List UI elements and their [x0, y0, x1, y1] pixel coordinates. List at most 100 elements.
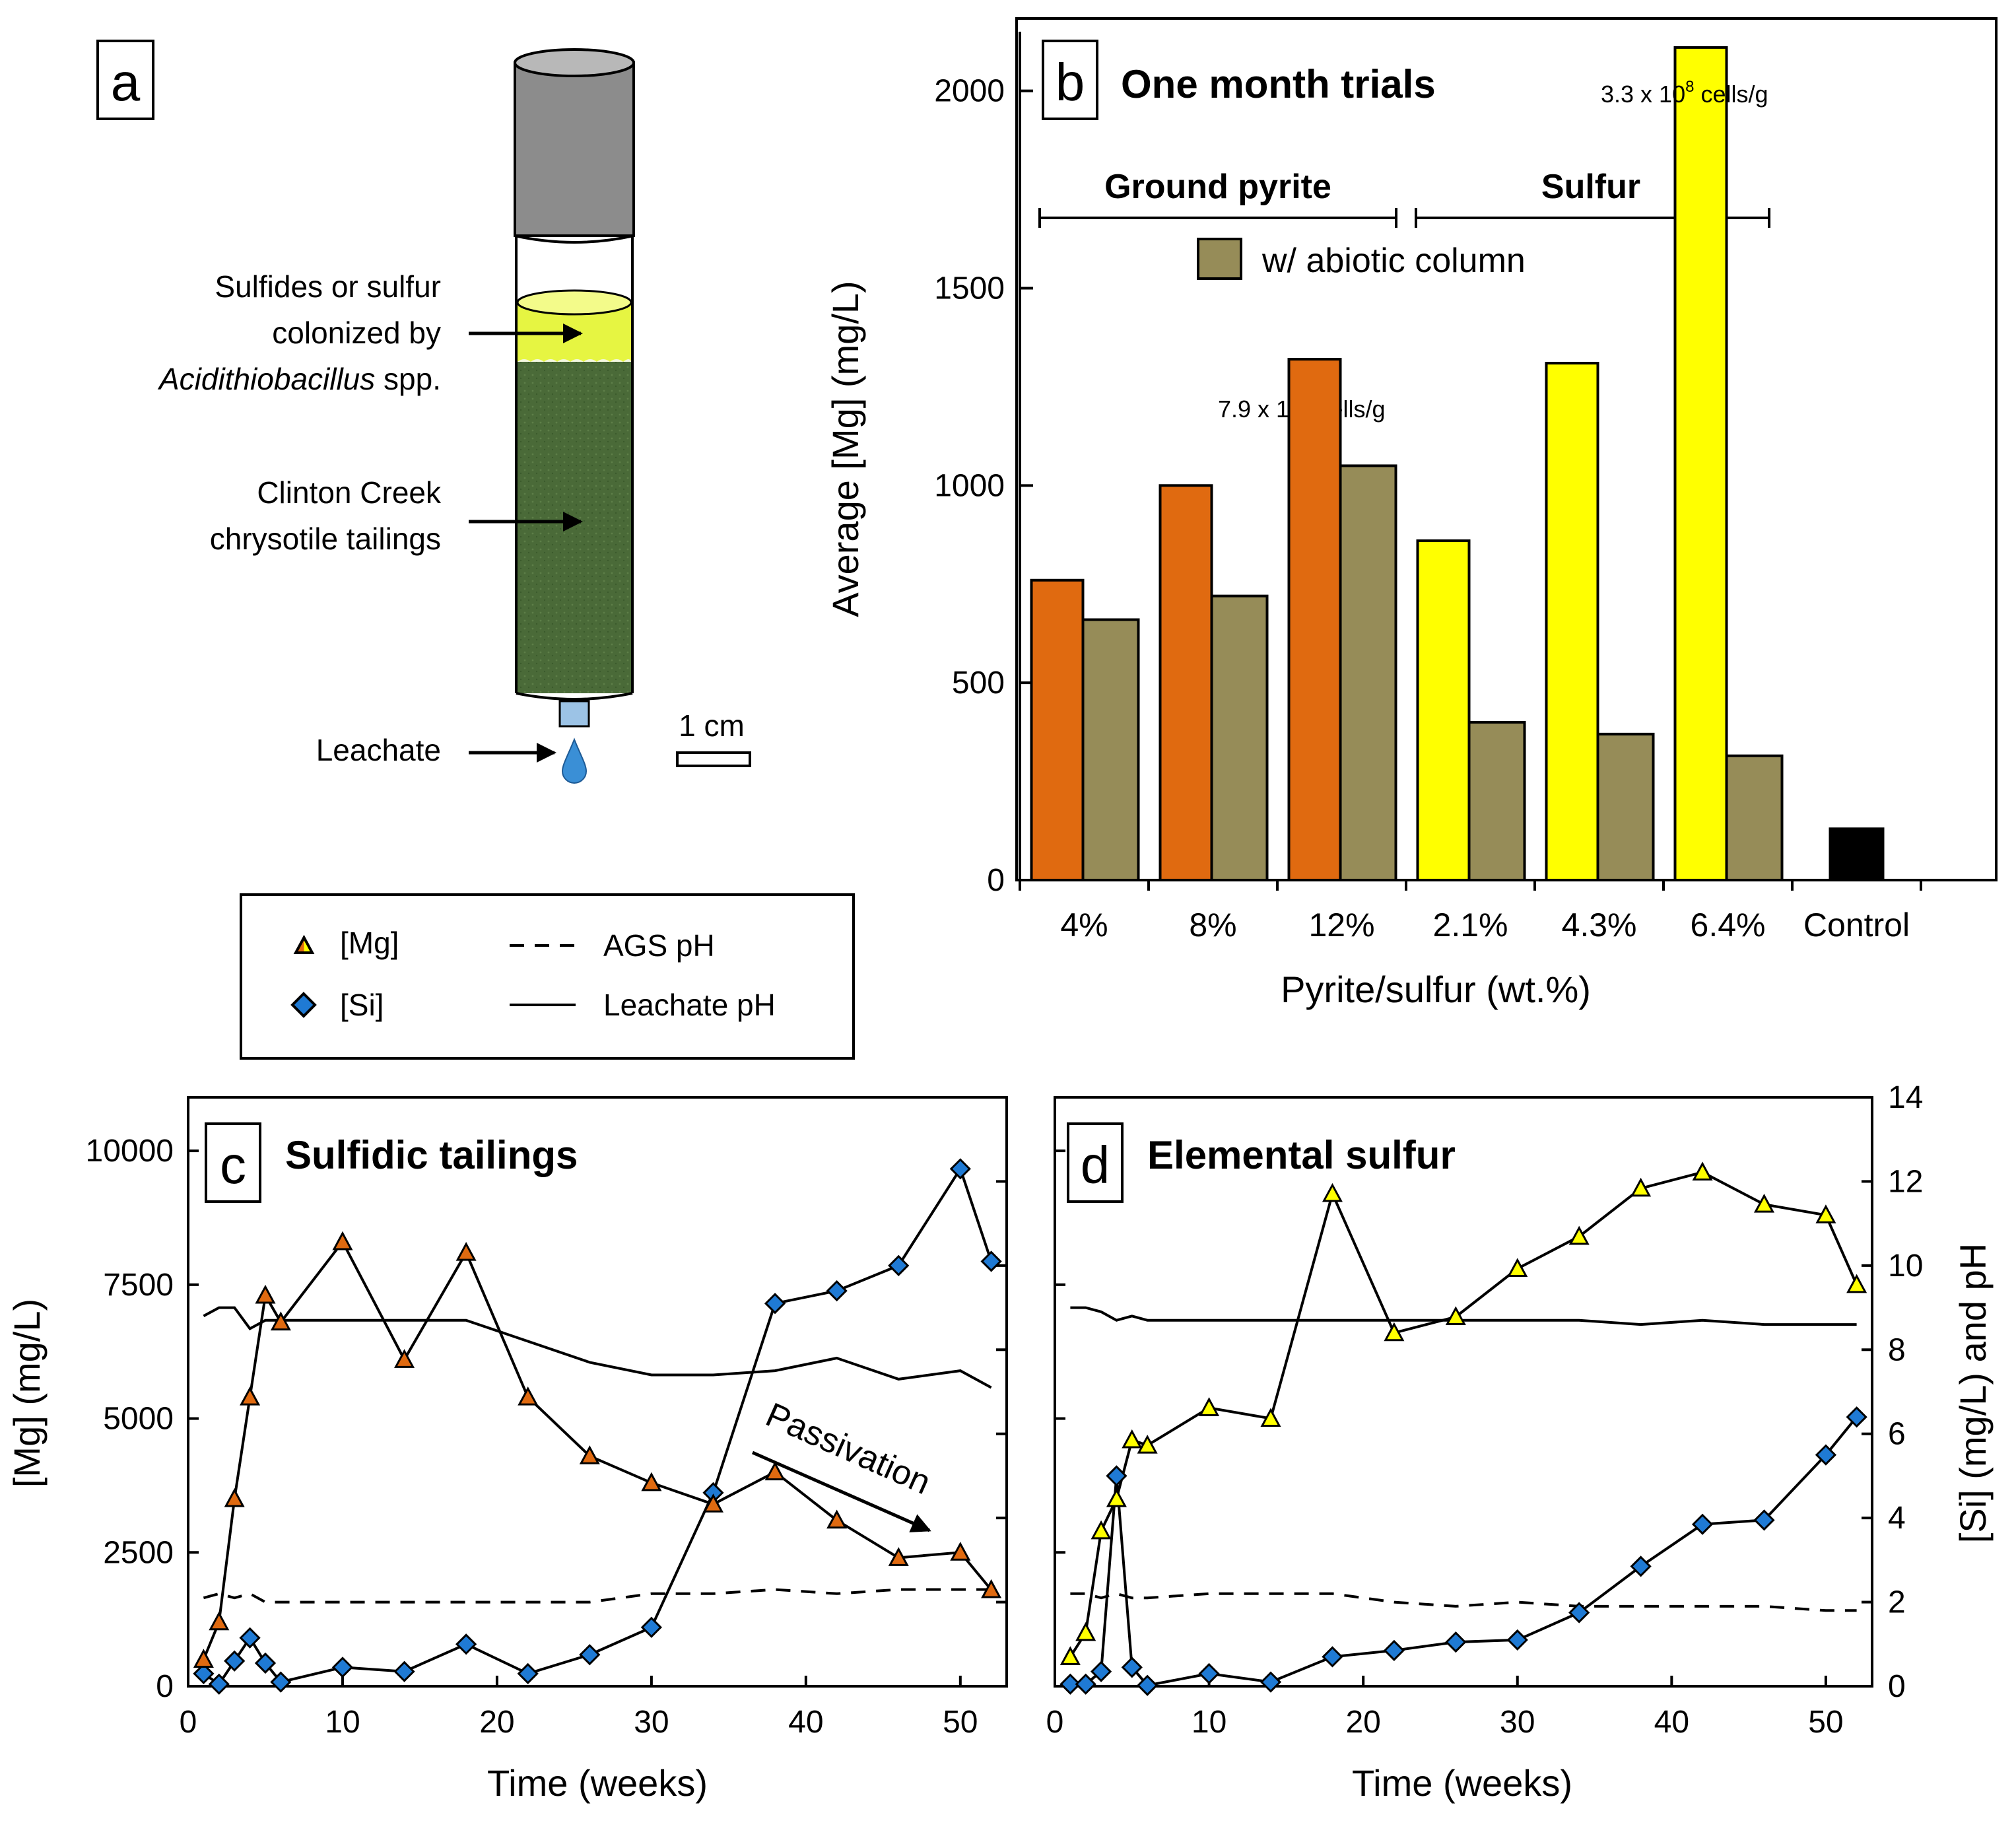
column-cap	[514, 48, 635, 244]
legend-si-label: [Si]	[340, 988, 384, 1022]
group-label-pyrite: Ground pyrite	[1104, 168, 1331, 206]
si-point	[1322, 1646, 1343, 1668]
si-point	[455, 1633, 477, 1655]
label-sulfides-3: Acidithiobacillus spp.	[157, 362, 441, 396]
mg-point	[332, 1231, 353, 1250]
legend-mg-marker	[293, 934, 315, 954]
label-sulfides-2: colonized by	[272, 316, 441, 350]
legend-si-marker	[290, 992, 317, 1018]
ytick-label: 2500	[103, 1535, 174, 1570]
y2tick-label: 14	[1888, 1080, 1923, 1115]
si-point	[270, 1671, 292, 1693]
mg-point	[764, 1461, 786, 1481]
legend-abiotic-label: w/ abiotic column	[1261, 242, 1526, 280]
xtick-label: 10	[325, 1705, 360, 1740]
mg-point	[702, 1493, 723, 1513]
si-point	[764, 1293, 786, 1315]
panel-b-box	[1042, 40, 1098, 120]
tailings-layer	[518, 362, 631, 693]
panel-c: c Sulfidic tailings [Mg] (mg/L) Time (we…	[6, 1096, 1008, 1804]
mg-point	[1815, 1204, 1836, 1223]
y2tick-label: 2	[1888, 1585, 1906, 1620]
xtick-label: 0	[1046, 1705, 1064, 1740]
panel-b-title: One month trials	[1121, 62, 1436, 106]
si-point	[579, 1644, 601, 1666]
panel-c-title: Sulfidic tailings	[285, 1133, 578, 1177]
si-point	[1568, 1602, 1590, 1624]
panel-b-xtick-label: 2.1%	[1433, 907, 1508, 943]
mg-point	[518, 1386, 539, 1406]
mg-point	[1846, 1274, 1867, 1293]
y2tick-label: 4	[1888, 1501, 1906, 1536]
xtick-label: 20	[479, 1705, 514, 1740]
mg-point	[1260, 1408, 1281, 1427]
mg-point	[888, 1547, 909, 1566]
mg-point	[1568, 1225, 1590, 1245]
si-point	[1121, 1657, 1143, 1678]
label-leachate: Leachate	[316, 733, 441, 767]
panel-c-letter: c	[220, 1136, 246, 1194]
mg-point	[1322, 1182, 1343, 1202]
y2tick-label: 10	[1888, 1249, 1923, 1283]
si-point	[1445, 1631, 1467, 1653]
panel-b-xlabel: Pyrite/sulfur (wt.%)	[1281, 969, 1591, 1010]
y2tick-label: 6	[1888, 1417, 1906, 1452]
si-point	[1059, 1673, 1081, 1695]
scale-bar	[676, 751, 751, 767]
panel-b-xtick-label: 12%	[1308, 907, 1374, 943]
bar-abiotic	[1210, 594, 1269, 882]
panel-d-xlabel: Time (weeks)	[1352, 1762, 1572, 1804]
panel-b-ytick-label: 2000	[934, 74, 1005, 109]
si-point	[826, 1280, 848, 1302]
xtick-label: 40	[788, 1705, 823, 1740]
panel-d-letter: d	[1081, 1136, 1110, 1194]
si-point	[224, 1650, 246, 1672]
legend-leachate-label: Leachate pH	[603, 988, 776, 1022]
mg-point	[1507, 1258, 1528, 1277]
panel-b-ytick-label: 1500	[934, 271, 1005, 306]
mg-point	[270, 1311, 291, 1331]
mg-point	[1753, 1194, 1775, 1213]
mg-point	[1075, 1622, 1096, 1641]
mg-point	[193, 1649, 214, 1668]
ytick-label: 5000	[103, 1402, 174, 1437]
si-point	[1506, 1629, 1528, 1651]
panel-b: b One month trials Average [Mg] (mg/L) P…	[824, 17, 1998, 1010]
mg-point	[1630, 1177, 1652, 1197]
panel-c-frame	[187, 1096, 1008, 1688]
si-point	[1846, 1406, 1867, 1428]
si-point	[193, 1662, 215, 1685]
mg-point	[1692, 1161, 1713, 1181]
annotation-cells-sulfur: 3.3 x 108 cells/g	[1601, 78, 1768, 108]
bar-abiotic	[1081, 618, 1140, 882]
mg-point	[209, 1611, 230, 1631]
mg-point	[1091, 1520, 1112, 1540]
column-apparatus	[514, 48, 635, 784]
si-point	[1691, 1513, 1714, 1535]
mg-point	[1199, 1397, 1220, 1416]
si-point	[1075, 1673, 1096, 1695]
mg-point	[1059, 1646, 1081, 1665]
panel-d: d Elemental sulfur [Si] (mg/L) and pH Ti…	[1046, 1080, 1994, 1804]
ytick-label: 7500	[103, 1268, 174, 1303]
si-line	[1070, 1416, 1858, 1687]
panel-b-xtick-label: 6.4%	[1691, 907, 1766, 943]
panel-d-frame	[1054, 1096, 1873, 1688]
si-point	[1198, 1662, 1220, 1685]
panel-b-ytick-label: 500	[952, 666, 1005, 701]
leachate-ph-line	[1070, 1306, 1857, 1326]
si-point	[517, 1662, 539, 1685]
bar-biotic	[1287, 358, 1342, 881]
xtick-label: 50	[943, 1705, 978, 1740]
bar-biotic	[1159, 484, 1213, 881]
mg-point	[641, 1472, 662, 1491]
panel-b-letter: b	[1056, 53, 1085, 112]
mg-point	[255, 1284, 276, 1304]
ytick-label: 10000	[86, 1134, 174, 1169]
mg-point	[1384, 1322, 1405, 1342]
panel-a: a Sulfides or sul	[96, 40, 751, 784]
mg-point	[981, 1579, 1002, 1598]
panel-c-xlabel: Time (weeks)	[487, 1762, 708, 1804]
bar-abiotic	[1339, 464, 1397, 881]
